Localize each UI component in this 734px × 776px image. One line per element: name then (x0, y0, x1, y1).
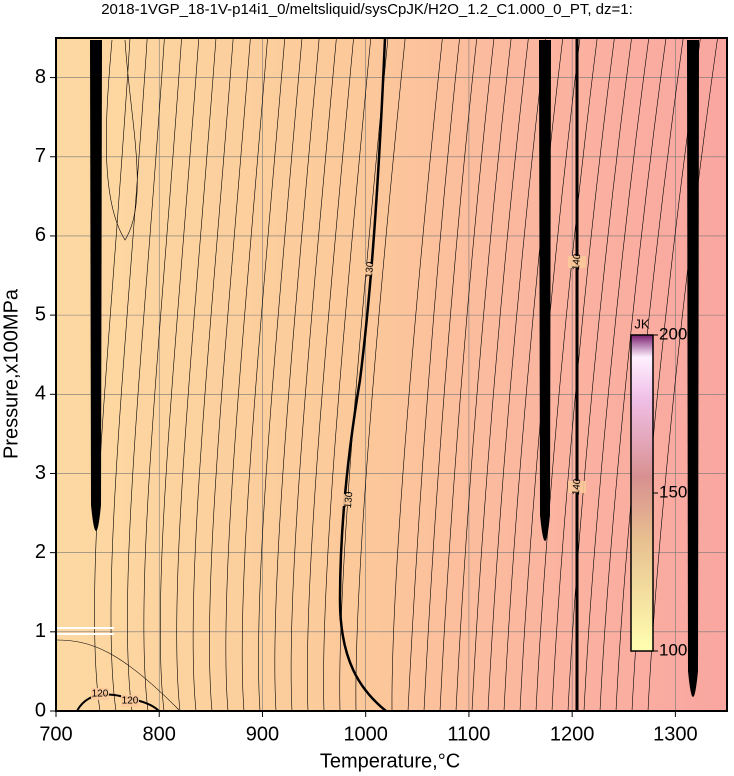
colorbar-label: JK (634, 316, 650, 331)
colorbar-tick-label: 200 (659, 324, 687, 343)
minor-contour (176, 38, 217, 711)
minor-contour (307, 38, 354, 711)
contour-label: 140 (571, 253, 583, 271)
x-tick-label: 1200 (550, 723, 595, 745)
y-tick-label: 7 (35, 145, 46, 167)
x-tick-label: 800 (143, 723, 176, 745)
minor-contour (355, 38, 406, 711)
minor-contour (551, 38, 615, 711)
x-tick-label: 700 (39, 723, 72, 745)
chart-title: 2018-1VGP_18-1V-p14i1_0/meltsliquid/sysC… (101, 1, 633, 18)
minor-contour (258, 38, 303, 711)
minor-contour (583, 38, 650, 711)
y-tick-label: 1 (35, 620, 46, 642)
contour-label-bg (340, 494, 358, 506)
colorbar-tick-label: 150 (659, 482, 687, 501)
x-axis-label: Temperature,°C (320, 750, 460, 772)
minor-contour (535, 38, 598, 711)
x-tick-label: 1100 (447, 723, 490, 745)
contour-line (338, 38, 387, 711)
dense-contour-band (90, 40, 102, 531)
minor-contour (143, 38, 182, 711)
contour-label: 130 (364, 261, 376, 279)
minor-contour (323, 38, 372, 711)
minor-contour (110, 38, 148, 711)
minor-contour (241, 38, 286, 711)
contour-label: 120 (92, 689, 109, 700)
contour-label-bg (91, 688, 109, 700)
minor-contour (567, 38, 632, 711)
y-tick-label: 8 (35, 66, 46, 88)
minor-contour (225, 38, 268, 711)
dense-contour-band (539, 40, 551, 541)
minor-contour (94, 38, 131, 711)
contour-label: 130 (343, 491, 355, 509)
minor-contour (599, 38, 667, 711)
colorbar (630, 334, 654, 652)
y-tick-label: 4 (35, 383, 46, 405)
y-tick-label: 5 (35, 303, 46, 325)
minor-contour (439, 38, 495, 711)
minor-contour (159, 38, 200, 711)
plot-area: 120 120 130 130 140 140 (56, 38, 727, 711)
contour-label-bg (361, 264, 379, 276)
minor-contour (519, 38, 581, 711)
contour-label: 120 (122, 696, 139, 707)
minor-contour (487, 38, 546, 711)
contour-line (76, 693, 160, 711)
minor-contour (274, 38, 320, 711)
minor-contour (290, 38, 337, 711)
dense-contour-band (687, 40, 699, 697)
plot-frame (55, 37, 728, 712)
contour-label-bg (568, 256, 586, 268)
y-tick-label: 0 (35, 699, 46, 721)
colorbar-tick-label: 100 (659, 640, 687, 659)
minor-contour (56, 639, 181, 711)
minor-contour (423, 38, 478, 711)
contour-label-bg (568, 481, 586, 493)
minor-contour (106, 39, 138, 241)
plot-background (56, 38, 727, 711)
x-tick-label: 900 (246, 723, 279, 745)
contour-label: 140 (571, 478, 583, 496)
minor-contour (471, 38, 529, 711)
y-tick-label: 3 (35, 462, 46, 484)
x-tick-label: 1000 (343, 723, 388, 745)
x-tick-label: 1300 (653, 723, 698, 745)
minor-contour (192, 38, 234, 711)
contour-label-bg (121, 695, 139, 707)
y-axis-label: Pressure,x100MPa (0, 288, 22, 459)
minor-contour (127, 38, 165, 711)
minor-contour (455, 38, 512, 711)
minor-contour (209, 38, 251, 711)
minor-contour (407, 38, 460, 711)
minor-contour (391, 38, 443, 711)
y-tick-label: 6 (35, 224, 46, 246)
y-tick-label: 2 (35, 541, 46, 563)
